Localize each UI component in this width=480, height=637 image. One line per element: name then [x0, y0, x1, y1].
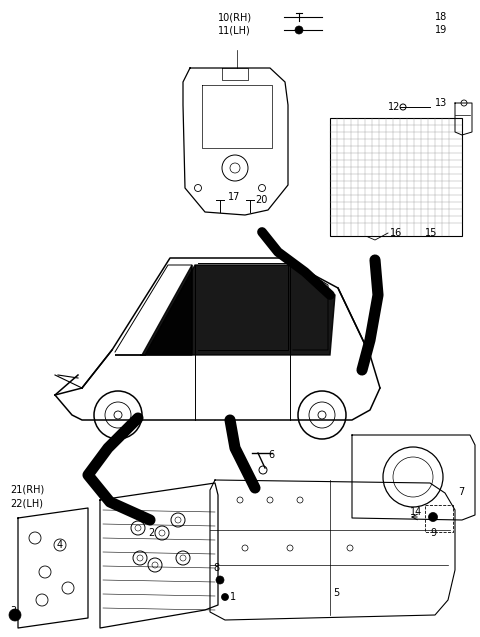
Text: 6: 6 [268, 450, 274, 460]
Text: 9: 9 [430, 528, 436, 538]
Text: 8: 8 [213, 563, 219, 573]
Text: 14: 14 [410, 507, 422, 517]
Text: 3: 3 [10, 606, 16, 616]
Text: 22(LH): 22(LH) [10, 498, 43, 508]
Circle shape [429, 513, 437, 522]
Circle shape [295, 26, 303, 34]
Text: 11(LH): 11(LH) [218, 25, 251, 35]
Text: 15: 15 [425, 228, 437, 238]
Text: 13: 13 [435, 98, 447, 108]
Polygon shape [140, 265, 335, 355]
Text: 20: 20 [255, 195, 267, 205]
Circle shape [9, 609, 21, 621]
Text: 7: 7 [458, 487, 464, 497]
Text: 12: 12 [388, 102, 400, 112]
Text: 2: 2 [148, 528, 154, 538]
Circle shape [216, 576, 224, 584]
Text: 5: 5 [333, 588, 339, 598]
Bar [330, 118, 462, 236]
Text: 17: 17 [228, 192, 240, 202]
Text: 16: 16 [390, 228, 402, 238]
Text: 18: 18 [435, 12, 447, 22]
Text: 4: 4 [57, 540, 63, 550]
Text: 10(RH): 10(RH) [218, 12, 252, 22]
Text: 19: 19 [435, 25, 447, 35]
Text: 21(RH): 21(RH) [10, 485, 44, 495]
Polygon shape [115, 265, 192, 355]
Text: 1: 1 [230, 592, 236, 602]
Circle shape [221, 594, 228, 601]
